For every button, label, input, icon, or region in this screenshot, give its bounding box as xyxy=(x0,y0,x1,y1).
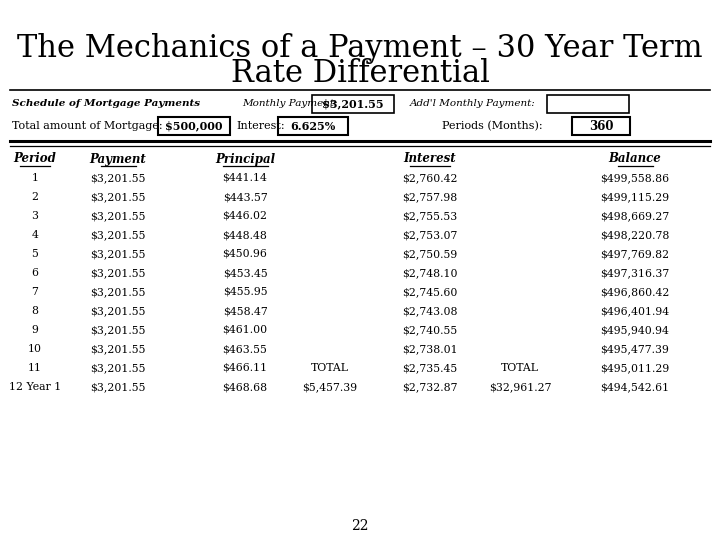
Text: $2,753.07: $2,753.07 xyxy=(402,230,458,240)
Text: Interest:: Interest: xyxy=(236,121,284,131)
Text: 7: 7 xyxy=(32,287,38,297)
Text: $495,940.94: $495,940.94 xyxy=(600,325,670,335)
Text: $495,477.39: $495,477.39 xyxy=(600,344,670,354)
Text: 9: 9 xyxy=(32,325,38,335)
Text: $494,542.61: $494,542.61 xyxy=(600,382,670,392)
Text: $461.00: $461.00 xyxy=(222,325,268,335)
Text: $466.11: $466.11 xyxy=(222,363,268,373)
Text: $2,755.53: $2,755.53 xyxy=(402,211,458,221)
FancyBboxPatch shape xyxy=(547,95,629,113)
Text: 22: 22 xyxy=(351,519,369,533)
FancyBboxPatch shape xyxy=(312,95,394,113)
Text: $441.14: $441.14 xyxy=(222,173,267,183)
Text: Payment: Payment xyxy=(89,152,146,165)
Text: $2,738.01: $2,738.01 xyxy=(402,344,458,354)
Text: $2,760.42: $2,760.42 xyxy=(402,173,458,183)
Text: $3,201.55: $3,201.55 xyxy=(90,192,145,202)
Text: 6: 6 xyxy=(32,268,38,278)
Text: Add'l Monthly Payment:: Add'l Monthly Payment: xyxy=(410,99,536,109)
Text: $2,740.55: $2,740.55 xyxy=(402,325,458,335)
Text: $3,201.55: $3,201.55 xyxy=(90,268,145,278)
Text: $2,757.98: $2,757.98 xyxy=(402,192,458,202)
Text: $497,769.82: $497,769.82 xyxy=(600,249,670,259)
Text: $453.45: $453.45 xyxy=(222,268,267,278)
Text: $5,457.39: $5,457.39 xyxy=(302,382,358,392)
FancyBboxPatch shape xyxy=(158,117,230,135)
Text: $3,201.55: $3,201.55 xyxy=(90,249,145,259)
Text: 3: 3 xyxy=(32,211,38,221)
Text: $499,558.86: $499,558.86 xyxy=(600,173,670,183)
Text: $495,011.29: $495,011.29 xyxy=(600,363,670,373)
Text: $446.02: $446.02 xyxy=(222,211,268,221)
Text: $2,745.60: $2,745.60 xyxy=(402,287,458,297)
FancyBboxPatch shape xyxy=(572,117,630,135)
Text: $2,743.08: $2,743.08 xyxy=(402,306,458,316)
Text: $3,201.55: $3,201.55 xyxy=(90,287,145,297)
Text: $496,401.94: $496,401.94 xyxy=(600,306,670,316)
Text: $3,201.55: $3,201.55 xyxy=(90,211,145,221)
Text: $496,860.42: $496,860.42 xyxy=(600,287,670,297)
Text: 10: 10 xyxy=(28,344,42,354)
Text: $443.57: $443.57 xyxy=(222,192,267,202)
Text: 5: 5 xyxy=(32,249,38,259)
Text: $458.47: $458.47 xyxy=(222,306,267,316)
Text: Period: Period xyxy=(14,152,56,165)
Text: $497,316.37: $497,316.37 xyxy=(600,268,670,278)
Text: $468.68: $468.68 xyxy=(222,382,268,392)
Text: $2,735.45: $2,735.45 xyxy=(402,363,458,373)
Text: TOTAL: TOTAL xyxy=(501,363,539,373)
Text: $450.96: $450.96 xyxy=(222,249,267,259)
Text: 8: 8 xyxy=(32,306,38,316)
Text: $498,220.78: $498,220.78 xyxy=(600,230,670,240)
Text: $500,000: $500,000 xyxy=(166,120,222,132)
Text: Periods (Months):: Periods (Months): xyxy=(442,121,543,131)
Text: Monthly Payment:: Monthly Payment: xyxy=(242,99,338,109)
Text: $3,201.55: $3,201.55 xyxy=(90,344,145,354)
Text: 12 Year 1: 12 Year 1 xyxy=(9,382,61,392)
Text: $2,732.87: $2,732.87 xyxy=(402,382,458,392)
Text: $3,201.55: $3,201.55 xyxy=(90,173,145,183)
Text: 360: 360 xyxy=(589,119,613,132)
Text: Schedule of Mortgage Payments: Schedule of Mortgage Payments xyxy=(12,99,200,109)
Text: TOTAL: TOTAL xyxy=(311,363,349,373)
Text: $32,961.27: $32,961.27 xyxy=(489,382,552,392)
Text: $2,748.10: $2,748.10 xyxy=(402,268,458,278)
Text: 2: 2 xyxy=(32,192,38,202)
Text: $499,115.29: $499,115.29 xyxy=(600,192,670,202)
Text: $455.95: $455.95 xyxy=(222,287,267,297)
FancyBboxPatch shape xyxy=(278,117,348,135)
Text: $3,201.55: $3,201.55 xyxy=(90,306,145,316)
Text: Total amount of Mortgage:: Total amount of Mortgage: xyxy=(12,121,163,131)
Text: 4: 4 xyxy=(32,230,38,240)
Text: 11: 11 xyxy=(28,363,42,373)
Text: 6.625%: 6.625% xyxy=(290,120,336,132)
Text: $2,750.59: $2,750.59 xyxy=(402,249,458,259)
Text: $3,201.55: $3,201.55 xyxy=(90,382,145,392)
Text: $3,201.55: $3,201.55 xyxy=(90,325,145,335)
Text: $463.55: $463.55 xyxy=(222,344,267,354)
Text: Balance: Balance xyxy=(608,152,662,165)
Text: 1: 1 xyxy=(32,173,38,183)
Text: $448.48: $448.48 xyxy=(222,230,267,240)
Text: Rate Differential: Rate Differential xyxy=(230,58,490,90)
Text: $3,201.55: $3,201.55 xyxy=(90,363,145,373)
Text: $3,201.55: $3,201.55 xyxy=(322,98,384,110)
Text: The Mechanics of a Payment – 30 Year Term: The Mechanics of a Payment – 30 Year Ter… xyxy=(17,32,703,64)
Text: $3,201.55: $3,201.55 xyxy=(90,230,145,240)
Text: Principal: Principal xyxy=(215,152,275,165)
Text: $498,669.27: $498,669.27 xyxy=(600,211,670,221)
Text: Interest: Interest xyxy=(404,152,456,165)
